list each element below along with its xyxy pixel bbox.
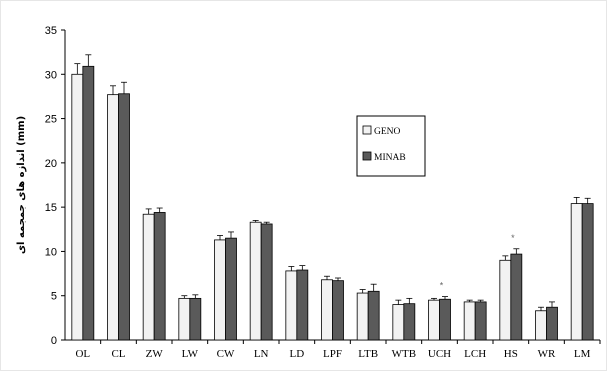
x-tick-label: LD — [289, 348, 304, 360]
x-tick-label: WR — [538, 348, 556, 360]
bar-minab — [403, 303, 416, 341]
x-tick-label: UCH — [428, 348, 451, 360]
y-tick-label: 5 — [51, 291, 57, 303]
bar-geno — [535, 310, 547, 341]
legend-label-minab: MINAB — [374, 153, 406, 163]
bar-geno — [356, 292, 369, 341]
bar-minab — [296, 269, 309, 341]
x-tick-label: ZW — [146, 348, 164, 360]
legend-swatch-minab — [362, 151, 372, 161]
y-tick-label: 25 — [45, 114, 57, 126]
y-tick-label: 30 — [45, 69, 57, 81]
y-axis-title: اندازه های جمجمه ای (mm) — [16, 116, 27, 254]
bar-minab — [581, 203, 594, 341]
bar-minab — [510, 253, 523, 341]
bar-minab — [82, 65, 95, 341]
x-tick-label: LW — [182, 348, 199, 360]
legend: GENO MINAB — [356, 115, 426, 177]
bar-minab — [225, 237, 237, 341]
legend-label-geno: GENO — [374, 127, 401, 137]
y-tick-label: 35 — [45, 25, 57, 37]
x-tick-label: LTB — [358, 348, 378, 360]
bar-geno — [285, 270, 298, 341]
x-tick-label: LN — [254, 348, 269, 360]
bar-geno — [570, 203, 583, 341]
bar-geno — [428, 299, 440, 341]
legend-swatch-geno — [362, 125, 372, 135]
bar-geno — [178, 297, 191, 341]
bar-geno — [321, 279, 333, 341]
bar-geno — [142, 213, 155, 341]
bar-minab — [153, 212, 166, 341]
bar-geno — [71, 73, 84, 341]
bar-minab — [189, 297, 202, 341]
bar-minab — [118, 93, 130, 341]
legend-box — [356, 115, 426, 177]
x-tick-label: CW — [217, 348, 235, 360]
significance-marks: ** — [440, 233, 515, 291]
bar-geno — [249, 221, 262, 341]
y-axis: 0 5 10 15 20 25 30 35 — [45, 25, 66, 347]
x-tick-label: LCH — [464, 348, 486, 360]
x-tick-label: LPF — [323, 348, 342, 360]
bar-geno — [463, 301, 476, 341]
y-tick-label: 15 — [45, 202, 57, 214]
x-tick-label: WTB — [392, 348, 416, 360]
bar-minab — [474, 301, 487, 341]
x-tick-label: HS — [504, 348, 518, 360]
y-tick-label: 20 — [45, 158, 57, 170]
x-tick-label: LM — [574, 348, 591, 360]
bars — [71, 54, 594, 341]
bar-minab — [260, 223, 273, 341]
bar-minab — [439, 298, 451, 341]
bar-geno — [214, 239, 226, 341]
bar-minab — [332, 280, 344, 341]
y-tick-label: 10 — [45, 246, 57, 258]
significance-mark: * — [440, 281, 444, 291]
bar-minab — [546, 306, 558, 341]
bar-geno — [107, 94, 119, 341]
bar-minab — [367, 290, 380, 341]
y-tick-label: 0 — [51, 335, 57, 347]
bar-geno — [499, 259, 512, 341]
x-tick-label: CL — [111, 348, 125, 360]
x-tick-label: OL — [75, 348, 90, 360]
significance-mark: * — [511, 233, 515, 243]
bar-geno — [392, 304, 405, 341]
x-axis: OL CL ZW LW CW LN LD LPF LTB WTB UCH LCH HS WR LM — [65, 339, 601, 360]
